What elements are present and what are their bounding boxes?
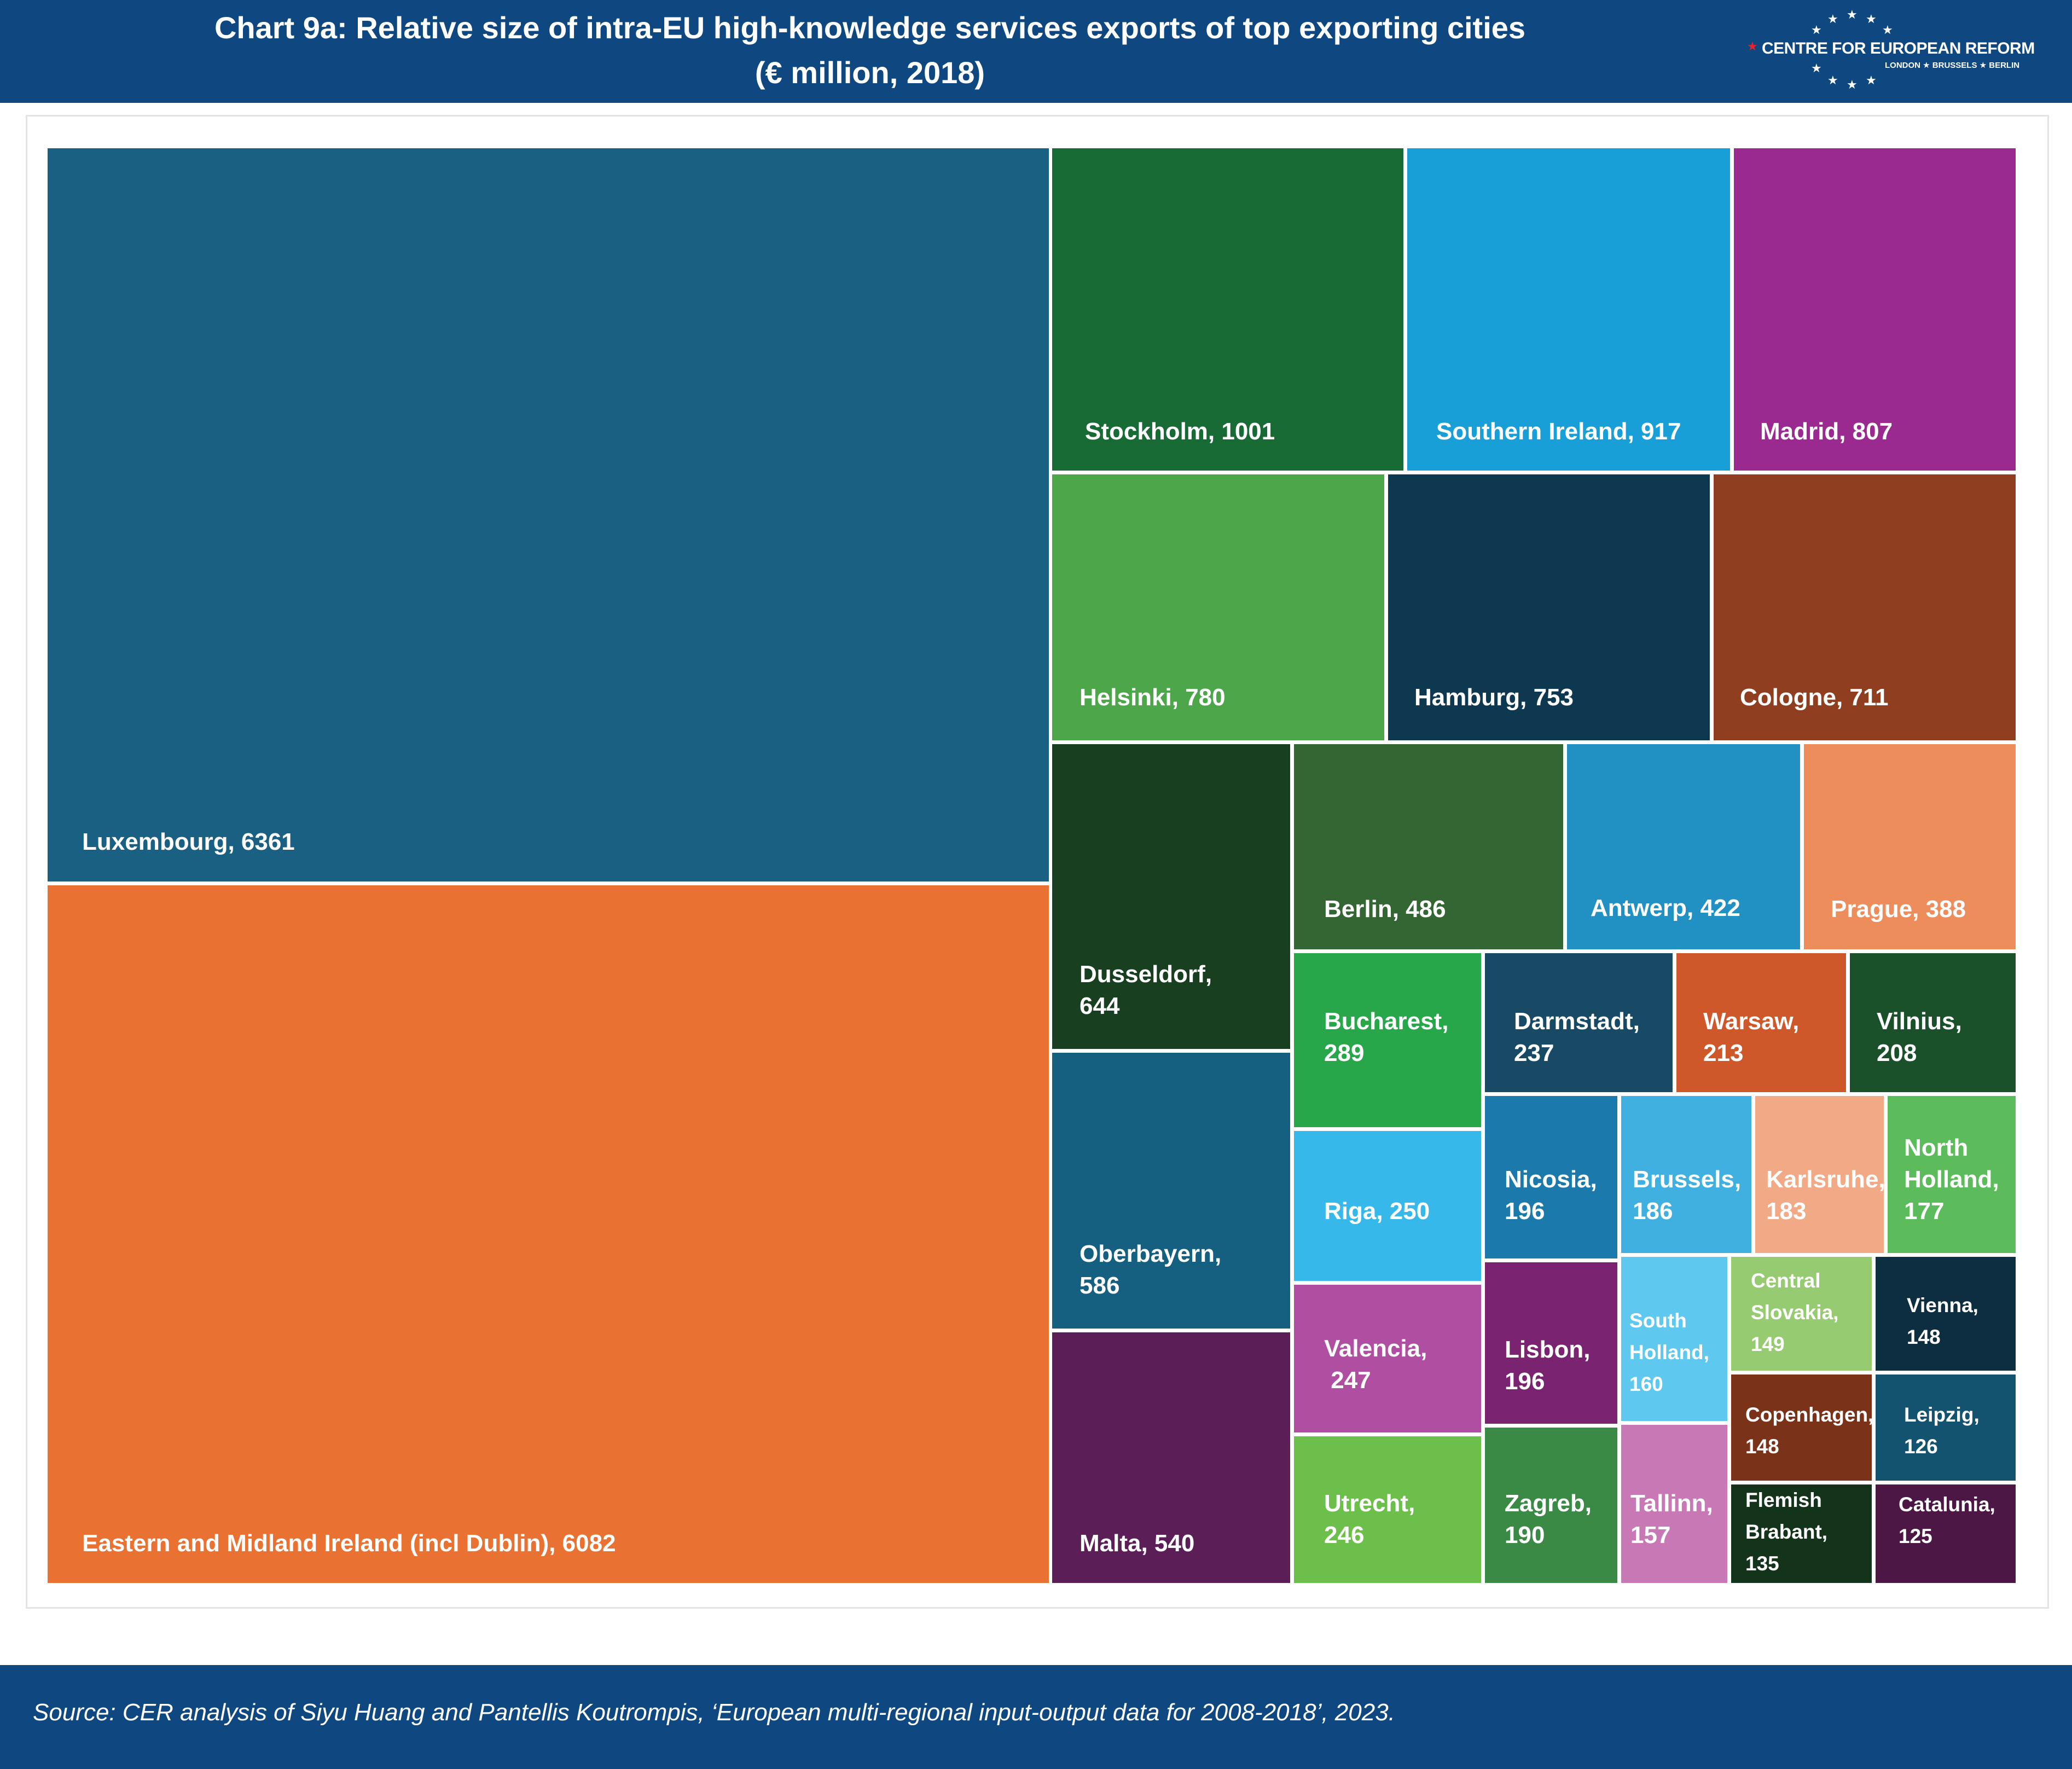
treemap-label-dusseldorf: Dusseldorf, 644 <box>1079 961 1212 1019</box>
treemap-cell-lisbon <box>1485 1262 1617 1424</box>
treemap-cell-tallinn <box>1621 1425 1727 1583</box>
treemap-label-vilnius: Vilnius, 208 <box>1877 1008 1962 1066</box>
treemap-label-oberbayern: Oberbayern, 586 <box>1079 1240 1221 1299</box>
logo-star-icon: ★ <box>1747 39 1758 53</box>
treemap-cell-valencia <box>1294 1285 1481 1432</box>
treemap-label-north-holland: North Holland, 177 <box>1904 1134 1999 1225</box>
cer-logo: ★ ★ ★ ★ ★ ★ ★ ★ ★ ★ CENTRE FOR EUROPEAN … <box>1747 8 2060 95</box>
chart-footer: Source: CER analysis of Siyu Huang and P… <box>0 1665 2072 1769</box>
treemap-label-luxembourg: Luxembourg, 6361 <box>82 828 295 855</box>
treemap-label-berlin: Berlin, 486 <box>1324 896 1446 923</box>
treemap-cell-cologne <box>1714 474 2016 740</box>
chart-frame: Luxembourg, 6361 Eastern and Midland Irel… <box>26 115 2049 1609</box>
treemap-cell-brussels <box>1621 1096 1751 1253</box>
treemap-cell-hamburg <box>1388 474 1710 740</box>
logo-star-icon: ★ <box>1827 12 1838 26</box>
treemap-cell-berlin <box>1294 744 1563 949</box>
treemap-label-hamburg: Hamburg, 753 <box>1414 684 1574 711</box>
treemap-cell-vilnius <box>1850 953 2016 1092</box>
chart-header: Chart 9a: Relative size of intra-EU high… <box>0 0 2072 103</box>
treemap-label-riga: Riga, 250 <box>1324 1198 1430 1225</box>
treemap-label-madrid: Madrid, 807 <box>1760 418 1893 445</box>
treemap-label-utrecht: Utrecht, 246 <box>1324 1490 1415 1548</box>
logo-star-icon: ★ <box>1811 23 1822 37</box>
treemap-cell-malta <box>1052 1332 1290 1583</box>
treemap-label-helsinki: Helsinki, 780 <box>1079 684 1226 711</box>
logo-wordmark: CENTRE FOR EUROPEAN REFORM <box>1762 39 2035 57</box>
treemap-label-antwerp: Antwerp, 422 <box>1591 895 1740 921</box>
logo-star-icon: ★ <box>1866 73 1877 87</box>
logo-cities: LONDON ★ BRUSSELS ★ BERLIN <box>1885 61 2020 70</box>
treemap-cell-leipzig <box>1876 1374 2016 1481</box>
treemap-label-flemish-brabant: Flemish Brabant, 135 <box>1745 1489 1827 1575</box>
treemap-label-prague: Prague, 388 <box>1831 896 1966 923</box>
treemap-cell-utrecht <box>1294 1436 1481 1583</box>
treemap-cell-vienna <box>1876 1257 2016 1371</box>
treemap-label-tallinn: Tallinn, 157 <box>1630 1490 1713 1548</box>
treemap-cell-helsinki <box>1052 474 1384 740</box>
treemap-cell-madrid <box>1734 148 2016 471</box>
treemap-label-bucharest: Bucharest, 289 <box>1324 1008 1448 1066</box>
logo-star-icon: ★ <box>1866 12 1877 26</box>
treemap-cell-bucharest <box>1294 953 1481 1127</box>
treemap-label-stockholm: Stockholm, 1001 <box>1085 418 1275 445</box>
treemap-label-lisbon: Lisbon, 196 <box>1505 1336 1590 1395</box>
treemap-label-zagreb: Zagreb, 190 <box>1505 1490 1592 1548</box>
treemap-cell-copenhagen <box>1731 1374 1872 1481</box>
treemap-cell-karlsruhe <box>1755 1096 1884 1253</box>
treemap-cell-stockholm <box>1052 148 1403 471</box>
treemap-cell-oberbayern <box>1052 1053 1290 1329</box>
treemap-cell-eastern-and-midland-ireland-incl-dublin <box>48 885 1049 1583</box>
treemap-label-eastern-and-midland-ireland-incl-dublin: Eastern and Midland Ireland (incl Dublin… <box>82 1530 616 1557</box>
treemap-cell-luxembourg <box>48 148 1049 881</box>
treemap-cell-north-holland <box>1888 1096 2016 1253</box>
treemap-cell-riga <box>1294 1131 1481 1281</box>
treemap-label-central-slovakia: Central Slovakia, 149 <box>1751 1269 1838 1355</box>
treemap-label-leipzig: Leipzig, 126 <box>1904 1403 1980 1458</box>
logo-star-icon: ★ <box>1827 73 1838 87</box>
treemap-label-darmstadt: Darmstadt, 237 <box>1514 1008 1640 1066</box>
treemap-label-south-holland: South Holland, 160 <box>1629 1309 1709 1395</box>
treemap-label-cologne: Cologne, 711 <box>1740 684 1888 711</box>
treemap-cell-flemish-brabant <box>1731 1484 1872 1583</box>
treemap-cell-central-slovakia <box>1731 1257 1872 1371</box>
treemap-label-karlsruhe: Karlsruhe, 183 <box>1766 1166 1885 1225</box>
treemap-label-copenhagen: Copenhagen, 148 <box>1745 1403 1873 1458</box>
treemap-cell-catalunia <box>1876 1484 2016 1583</box>
treemap-label-malta: Malta, 540 <box>1079 1530 1194 1557</box>
treemap-label-brussels: Brussels, 186 <box>1633 1166 1741 1225</box>
treemap-cell-prague <box>1804 744 2016 949</box>
chart-title: Chart 9a: Relative size of intra-EU high… <box>214 10 1526 45</box>
logo-star-icon: ★ <box>1847 78 1858 91</box>
chart-subtitle: (€ million, 2018) <box>754 55 985 90</box>
treemap-cell-nicosia <box>1485 1096 1617 1258</box>
logo-star-icon: ★ <box>1847 8 1858 21</box>
treemap-label-warsaw: Warsaw, 213 <box>1703 1008 1799 1066</box>
treemap-label-vienna: Vienna, 148 <box>1907 1294 1978 1348</box>
treemap-cell-southern-ireland <box>1407 148 1730 471</box>
treemap-label-southern-ireland: Southern Ireland, 917 <box>1436 418 1681 445</box>
treemap-cell-antwerp <box>1567 744 1800 949</box>
treemap-cell-south-holland <box>1621 1257 1727 1421</box>
treemap-cell-dusseldorf <box>1052 744 1290 1049</box>
logo-star-icon: ★ <box>1811 61 1822 75</box>
source-note: Source: CER analysis of Siyu Huang and P… <box>33 1699 1395 1726</box>
treemap-label-catalunia: Catalunia, 125 <box>1899 1493 1995 1547</box>
treemap-label-nicosia: Nicosia, 196 <box>1505 1166 1597 1225</box>
treemap-chart: Luxembourg, 6361 Eastern and Midland Irel… <box>48 148 2016 1583</box>
treemap-cell-warsaw <box>1676 953 1846 1092</box>
treemap-label-valencia: Valencia, 247 <box>1324 1335 1427 1394</box>
treemap-cell-darmstadt <box>1485 953 1673 1092</box>
logo-star-icon: ★ <box>1882 23 1893 37</box>
treemap-cell-zagreb <box>1485 1428 1617 1583</box>
